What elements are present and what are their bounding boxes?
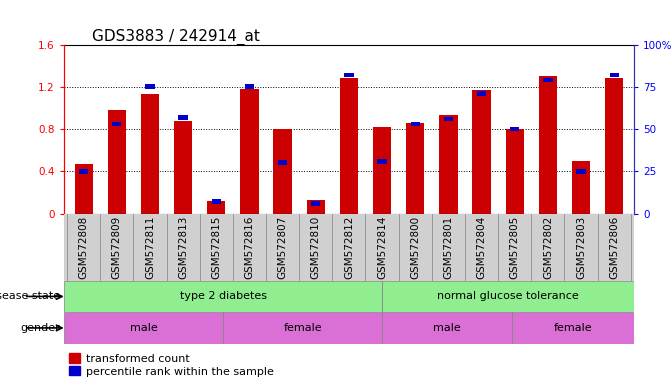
- Legend: transformed count, percentile rank within the sample: transformed count, percentile rank withi…: [69, 353, 274, 377]
- Text: disease state: disease state: [0, 291, 60, 301]
- Bar: [240, 89, 258, 214]
- Text: GSM572806: GSM572806: [609, 215, 619, 279]
- Text: GSM572801: GSM572801: [444, 215, 454, 279]
- Text: GSM572804: GSM572804: [476, 215, 486, 279]
- FancyBboxPatch shape: [382, 312, 511, 344]
- Bar: [406, 123, 424, 214]
- FancyBboxPatch shape: [223, 312, 382, 344]
- Bar: [107, 110, 126, 214]
- FancyBboxPatch shape: [64, 281, 382, 312]
- Bar: [544, 78, 552, 83]
- Bar: [307, 200, 325, 214]
- Text: GSM572808: GSM572808: [79, 215, 89, 279]
- Bar: [506, 129, 524, 214]
- Text: GSM572805: GSM572805: [510, 215, 520, 279]
- Bar: [411, 122, 420, 126]
- Text: GSM572803: GSM572803: [576, 215, 586, 279]
- Bar: [373, 127, 391, 214]
- Bar: [311, 201, 320, 206]
- Bar: [245, 84, 254, 89]
- Bar: [79, 169, 89, 174]
- Bar: [278, 161, 287, 165]
- FancyBboxPatch shape: [511, 312, 634, 344]
- Bar: [539, 76, 557, 214]
- Text: GSM572813: GSM572813: [178, 215, 188, 279]
- Bar: [141, 94, 159, 214]
- Bar: [477, 91, 486, 96]
- Bar: [112, 122, 121, 126]
- Text: GSM572811: GSM572811: [145, 215, 155, 279]
- Text: female: female: [554, 323, 592, 333]
- Bar: [440, 115, 458, 214]
- Bar: [74, 164, 93, 214]
- Text: GSM572807: GSM572807: [278, 215, 288, 279]
- Text: GSM572812: GSM572812: [344, 215, 354, 279]
- Bar: [572, 161, 590, 214]
- Bar: [274, 129, 292, 214]
- Bar: [444, 116, 453, 121]
- Text: type 2 diabetes: type 2 diabetes: [180, 291, 266, 301]
- Text: GSM572816: GSM572816: [244, 215, 254, 279]
- Bar: [146, 84, 154, 89]
- FancyBboxPatch shape: [382, 281, 634, 312]
- Bar: [472, 90, 491, 214]
- Text: normal glucose tolerance: normal glucose tolerance: [437, 291, 579, 301]
- FancyBboxPatch shape: [64, 312, 223, 344]
- Bar: [510, 127, 519, 131]
- Bar: [174, 121, 192, 214]
- Bar: [178, 115, 188, 119]
- Text: female: female: [283, 323, 322, 333]
- Bar: [211, 199, 221, 204]
- Bar: [344, 73, 354, 77]
- Text: GDS3883 / 242914_at: GDS3883 / 242914_at: [92, 28, 260, 45]
- Bar: [377, 159, 386, 164]
- Text: GSM572815: GSM572815: [211, 215, 221, 279]
- Text: GSM572809: GSM572809: [112, 215, 122, 279]
- Text: GSM572814: GSM572814: [377, 215, 387, 279]
- Bar: [605, 78, 623, 214]
- Text: male: male: [130, 323, 157, 333]
- Bar: [207, 201, 225, 214]
- Text: gender: gender: [21, 323, 60, 333]
- Text: GSM572802: GSM572802: [543, 215, 553, 279]
- Text: male: male: [433, 323, 461, 333]
- Text: GSM572810: GSM572810: [311, 215, 321, 279]
- Bar: [576, 169, 586, 174]
- Text: GSM572800: GSM572800: [410, 215, 420, 279]
- Bar: [609, 73, 619, 77]
- Bar: [340, 78, 358, 214]
